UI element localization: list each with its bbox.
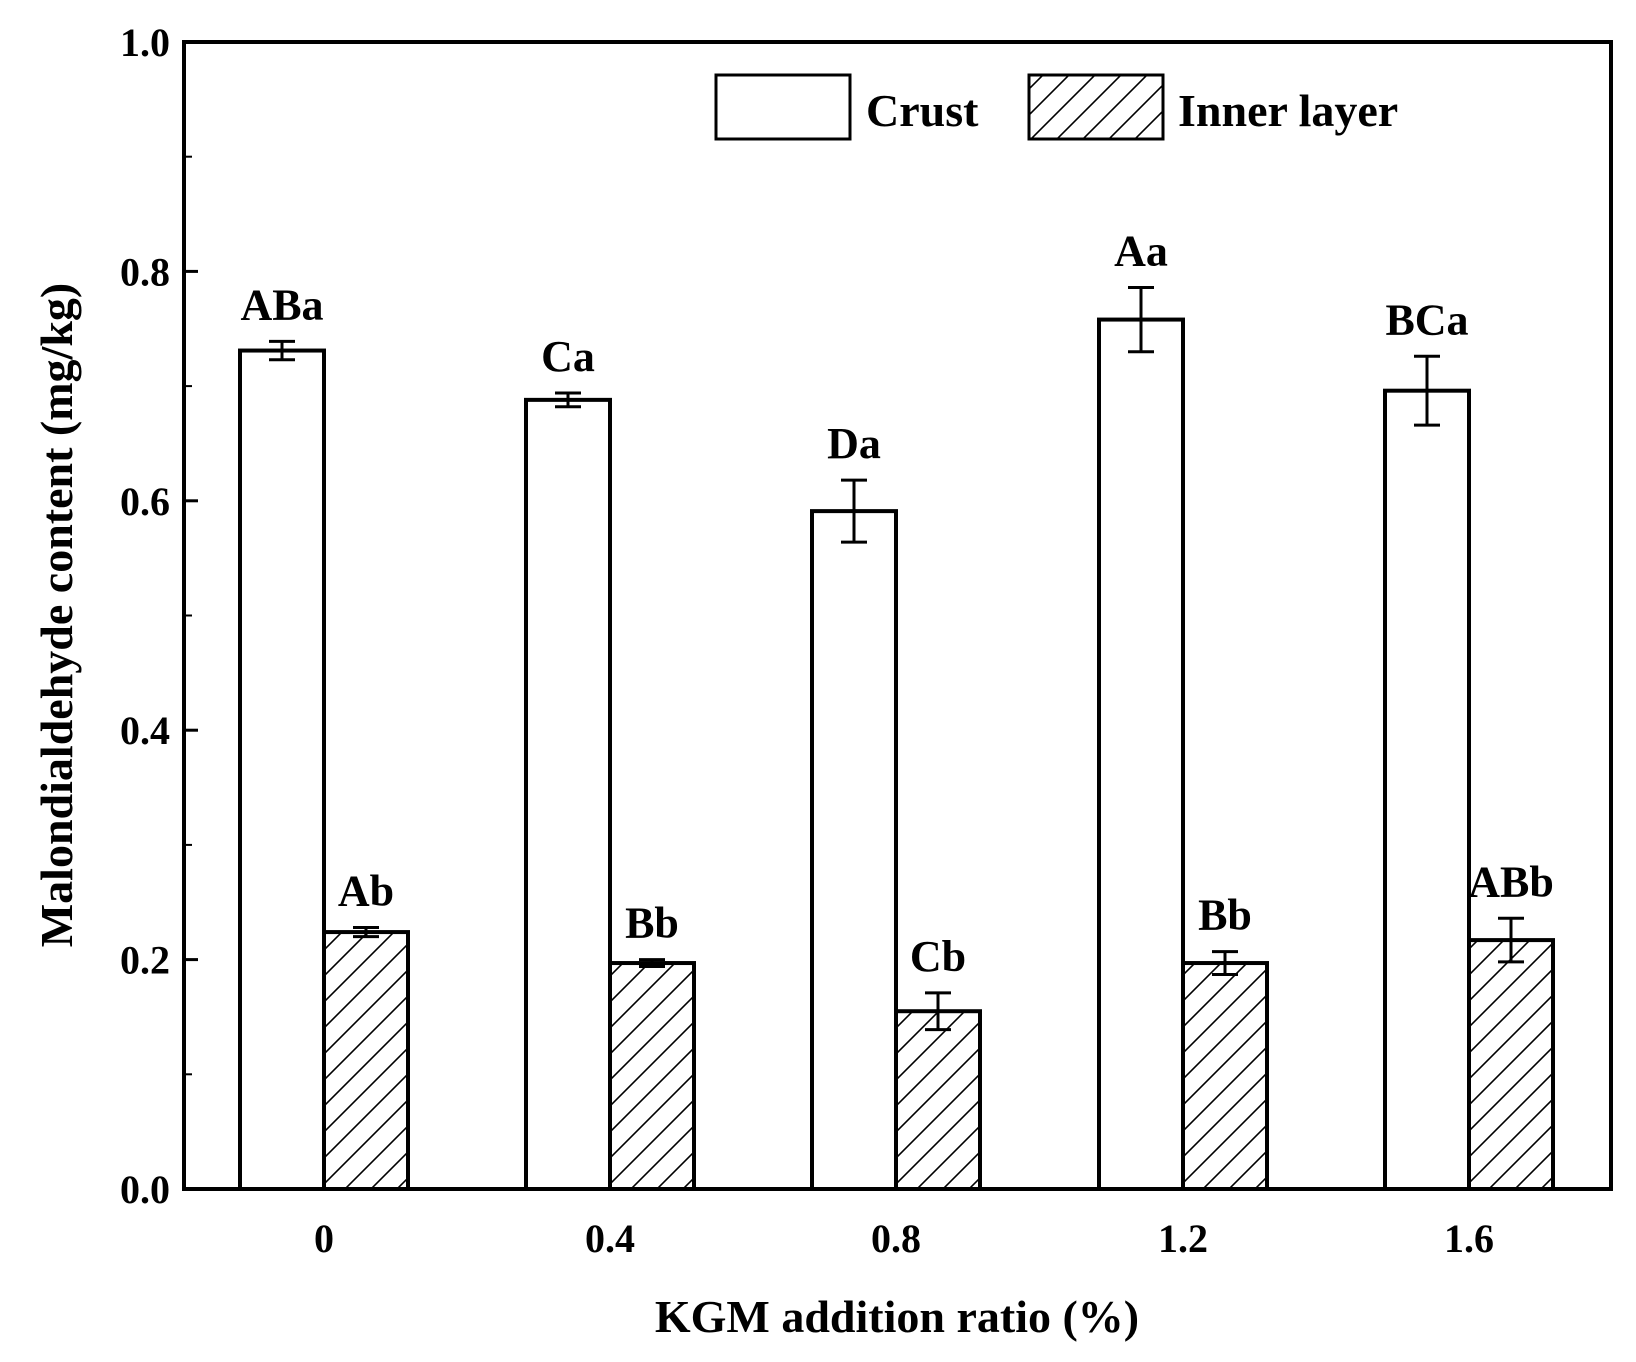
significance-label-crust-1-6: BCa	[1385, 295, 1468, 344]
bar-crust-0-8	[810, 509, 898, 1191]
significance-label-inner-layer-0: Ab	[338, 866, 394, 915]
legend-swatch-crust	[714, 73, 852, 141]
bar-inner-layer-0-8	[894, 1009, 982, 1192]
bar-inner-layer-1-2	[1181, 961, 1269, 1192]
x-tick-label: 0	[314, 1216, 334, 1261]
y-tick-label: 0.0	[120, 1167, 170, 1212]
significance-label-crust-0: ABa	[240, 280, 323, 329]
y-tick-label: 1.0	[120, 20, 170, 65]
significance-label-inner-layer-0-4: Bb	[625, 899, 679, 948]
bar-crust-0-4	[524, 397, 612, 1191]
x-tick-label: 0.4	[585, 1216, 635, 1261]
y-tick-label: 0.6	[120, 479, 170, 524]
bar-inner-layer-1-6	[1467, 938, 1555, 1192]
error-bar-inner-layer-0-4	[639, 958, 665, 968]
x-tick-label: 0.8	[871, 1216, 921, 1261]
y-axis-title: Malondialdehyde content (mg/kg)	[31, 283, 82, 947]
error-bar-crust-0-4	[555, 391, 581, 409]
legend-label-inner-layer: Inner layer	[1178, 85, 1398, 136]
error-bar-crust-1-2	[1128, 285, 1154, 354]
bar-crust-1-6	[1383, 388, 1471, 1191]
x-axis-title: KGM addition ratio (%)	[655, 1291, 1139, 1342]
significance-label-crust-0-8: Da	[827, 419, 881, 468]
significance-label-inner-layer-1-6: ABb	[1468, 857, 1554, 906]
error-bar-inner-layer-0-8	[925, 991, 951, 1032]
x-tick-label: 1.6	[1444, 1216, 1494, 1261]
legend-swatch-inner-layer	[1027, 73, 1165, 141]
y-tick-label: 0.4	[120, 708, 170, 753]
x-tick-label: 1.2	[1158, 1216, 1208, 1261]
legend: Crust Inner layer	[714, 73, 1398, 141]
error-bar-inner-layer-1-6	[1498, 916, 1524, 964]
error-bar-inner-layer-1-2	[1212, 950, 1238, 977]
significance-label-crust-1-2: Aa	[1114, 226, 1168, 275]
significance-label-inner-layer-1-2: Bb	[1198, 891, 1252, 940]
bar-crust-0	[238, 348, 326, 1191]
significance-label-crust-0-4: Ca	[541, 332, 595, 381]
y-tick-label: 0.8	[120, 249, 170, 294]
error-bar-crust-0-8	[841, 478, 867, 544]
bar-inner-layer-0-4	[608, 961, 696, 1192]
error-bar-crust-1-6	[1414, 354, 1440, 427]
error-bar-crust-0	[269, 339, 295, 362]
significance-label-inner-layer-0-8: Cb	[910, 932, 966, 981]
bar-crust-1-2	[1097, 317, 1185, 1192]
legend-label-crust: Crust	[866, 85, 979, 136]
bar-inner-layer-0	[322, 930, 410, 1192]
y-tick-label: 0.2	[120, 938, 170, 983]
error-bar-inner-layer-0	[353, 925, 379, 939]
